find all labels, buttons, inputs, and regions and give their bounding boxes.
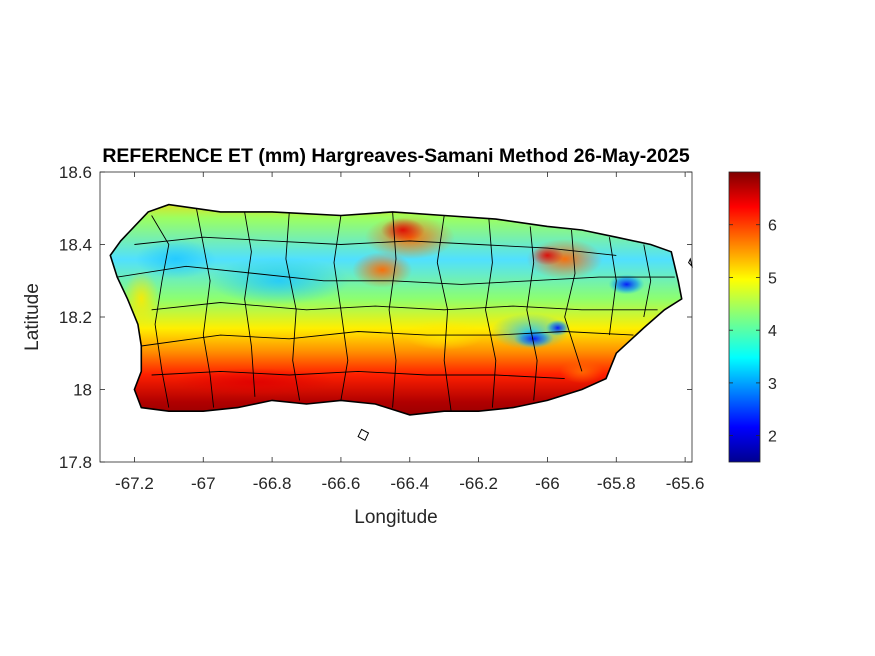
islets: [357, 257, 693, 441]
field-blob: [380, 218, 425, 242]
municipal-boundary: [195, 208, 215, 408]
municipal-boundary: [151, 370, 565, 380]
field-blob: [135, 239, 216, 279]
y-tick-label: 17.8: [59, 453, 92, 472]
municipal-boundary: [117, 265, 675, 285]
colorbar-tick-label: 4: [768, 323, 777, 340]
x-tick-label: -67.2: [115, 474, 154, 493]
municipal-boundary: [333, 215, 349, 401]
municipal-boundary: [388, 211, 397, 408]
municipal-boundary: [643, 244, 652, 318]
x-axis-ticks: -67.2 -67 -66.8 -66.6 -66.4 -66.2 -66 -65.8 -65.…: [115, 172, 704, 493]
y-tick-label: 18.6: [59, 163, 92, 182]
islet: [688, 257, 693, 269]
municipal-boundary: [608, 237, 617, 336]
colorbar-ticks: 2 3 4 5 6: [729, 218, 777, 446]
x-tick-label: -67: [191, 474, 216, 493]
et-heat-field: [110, 204, 682, 415]
y-axis-ticks: 17.8 18 18.2 18.4 18.6: [59, 163, 692, 472]
field-blob: [531, 245, 564, 266]
x-tick-label: -66.2: [459, 474, 498, 493]
municipal-boundary: [285, 211, 301, 401]
municipal-boundary: [244, 211, 256, 397]
x-tick-label: -65.8: [597, 474, 636, 493]
colorbar-tick-label: 5: [768, 270, 777, 287]
y-tick-label: 18.4: [59, 236, 92, 255]
x-tick-label: -66.4: [390, 474, 429, 493]
field-blob: [513, 329, 554, 348]
chart-title: REFERENCE ET (mm) Hargreaves-Samani Meth…: [102, 145, 689, 167]
field-blob: [208, 256, 349, 305]
municipal-boundary: [151, 302, 658, 311]
municipal-boundaries: [117, 208, 675, 412]
x-tick-label: -66.8: [253, 474, 292, 493]
y-tick-label: 18.2: [59, 308, 92, 327]
colorbar-tick-label: 6: [768, 218, 777, 235]
colorbar-tick-label: 2: [768, 429, 777, 446]
y-tick-label: 18: [73, 381, 92, 400]
municipal-boundary: [526, 226, 538, 401]
x-axis-label: Longitude: [354, 507, 437, 528]
x-tick-label: -66.6: [322, 474, 361, 493]
islet: [357, 428, 370, 441]
field-blob: [352, 251, 413, 288]
municipal-boundary: [485, 219, 497, 408]
municipal-boundary: [151, 215, 170, 408]
field-blob: [608, 274, 645, 295]
y-axis-label: Latitude: [22, 283, 43, 351]
colorbar: [728, 171, 761, 463]
municipal-boundary: [141, 331, 634, 347]
x-tick-label: -66: [535, 474, 560, 493]
colorbar-tick-label: 3: [768, 376, 777, 393]
x-tick-label: -65.6: [666, 474, 705, 493]
municipal-boundary: [134, 236, 617, 256]
municipal-boundary: [564, 229, 583, 372]
